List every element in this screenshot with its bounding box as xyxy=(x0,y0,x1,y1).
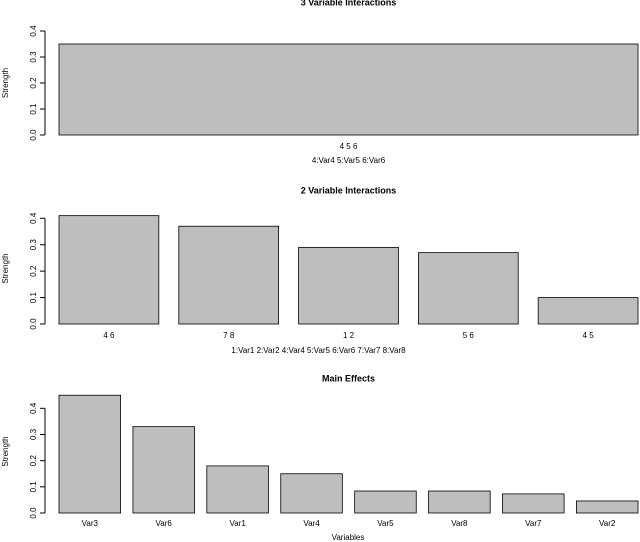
y-tick-label: 0.3 xyxy=(29,51,38,63)
x-tick-label: Var1 xyxy=(229,519,246,528)
x-tick-label: Var3 xyxy=(82,519,99,528)
bar xyxy=(298,246,399,325)
subtitle: 1:Var1 2:Var2 4:Var4 5:Var5 6:Var6 7:Var… xyxy=(231,346,406,355)
bar xyxy=(58,215,160,325)
chart-title: Main Effects xyxy=(322,373,375,383)
bar xyxy=(576,500,639,514)
x-tick-label: Var6 xyxy=(156,519,173,528)
x-tick-label: 5 6 xyxy=(463,331,475,340)
bar xyxy=(502,493,565,514)
y-tick-label: 0.4 xyxy=(29,212,38,224)
chart-title: 3 Variable Interactions xyxy=(301,0,397,7)
bar xyxy=(354,490,417,514)
x-tick-label: Var8 xyxy=(451,519,468,528)
x-tick-label: 4 5 xyxy=(583,331,595,340)
y-axis-label: Strength xyxy=(1,68,10,98)
x-tick-label: 1 2 xyxy=(343,331,355,340)
y-tick-label: 0.1 xyxy=(29,481,38,493)
y-tick-label: 0.3 xyxy=(29,239,38,251)
y-tick-label: 0.4 xyxy=(29,25,38,37)
y-tick-label: 0.2 xyxy=(29,265,38,277)
x-tick-label: 7 8 xyxy=(223,331,235,340)
y-tick-label: 0.1 xyxy=(29,103,38,115)
y-tick-label: 0.0 xyxy=(29,318,38,330)
y-tick-label: 0.3 xyxy=(29,428,38,440)
x-tick-label: Var7 xyxy=(525,519,542,528)
bar xyxy=(428,490,491,514)
y-tick-label: 0.1 xyxy=(29,291,38,303)
bar xyxy=(132,426,195,514)
y-axis-label: Strength xyxy=(1,253,10,283)
x-tick-label: Var5 xyxy=(377,519,394,528)
y-tick-label: 0.2 xyxy=(29,77,38,89)
y-tick-label: 0.4 xyxy=(29,402,38,414)
x-axis-label: Variables xyxy=(332,533,365,542)
x-tick-label: 4 6 xyxy=(103,331,115,340)
bar xyxy=(206,465,269,514)
chart-title: 2 Variable Interactions xyxy=(301,185,397,195)
x-tick-label: Var4 xyxy=(303,519,320,528)
y-tick-label: 0.2 xyxy=(29,455,38,467)
y-tick-label: 0.0 xyxy=(29,507,38,519)
x-tick-label: 4 5 6 xyxy=(340,142,358,151)
bar xyxy=(58,43,639,136)
bar xyxy=(417,252,519,325)
subtitle: 4:Var4 5:Var5 6:Var6 xyxy=(312,156,386,165)
y-tick-label: 0.0 xyxy=(29,129,38,141)
bar xyxy=(178,225,280,325)
x-tick-label: Var2 xyxy=(599,519,616,528)
bar xyxy=(280,473,343,514)
y-axis-label: Strength xyxy=(1,436,10,466)
bar xyxy=(58,394,121,514)
bar xyxy=(537,297,639,325)
